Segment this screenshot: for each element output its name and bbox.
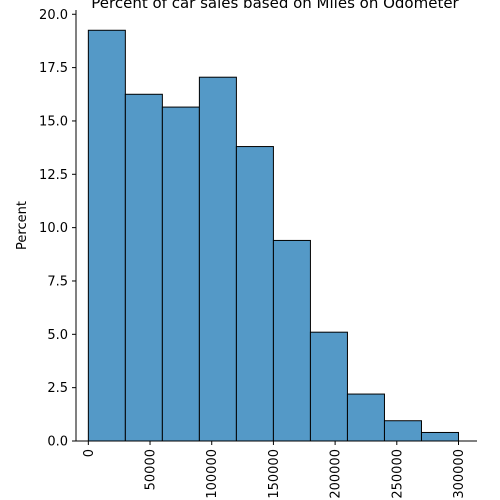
histogram-bar [421,432,458,441]
x-tick-label: 0 [82,449,97,457]
x-axis-ticks: 0 50000 100000 150000 200000 250000 300000 [82,441,467,499]
y-tick-label: 5.0 [47,328,68,343]
x-tick-label: 300000 [452,449,467,499]
y-tick-label: 20.0 [39,8,68,23]
histogram-bar [310,332,347,441]
y-tick-label: 2.5 [47,381,68,396]
y-axis-label: Percent [15,201,30,250]
x-tick-label: 100000 [205,449,220,499]
y-tick-label: 17.5 [39,61,68,76]
y-tick-label: 15.0 [39,114,68,129]
bars-group [88,30,458,441]
x-tick-label: 50000 [144,449,159,490]
y-tick-label: 10.0 [39,221,68,236]
y-axis-ticks: 0.0 2.5 5.0 7.5 10.0 12.5 15.0 17.5 20.0 [39,8,76,450]
histogram-bar [236,147,273,441]
histogram-bar [384,421,421,441]
y-tick-label: 7.5 [47,274,68,289]
histogram-bar [273,240,310,441]
x-tick-label: 250000 [390,449,405,499]
x-tick-label: 200000 [329,449,344,499]
histogram-bar [88,30,125,441]
histogram-bar [347,394,384,441]
y-tick-label: 12.5 [39,168,68,183]
chart-title: Percent of car sales based on Miles on O… [91,0,459,12]
histogram-bar [199,77,236,441]
x-tick-label: 150000 [267,449,282,499]
y-tick-label: 0.0 [47,435,68,450]
histogram-bar [162,107,199,441]
histogram-bar [125,94,162,441]
